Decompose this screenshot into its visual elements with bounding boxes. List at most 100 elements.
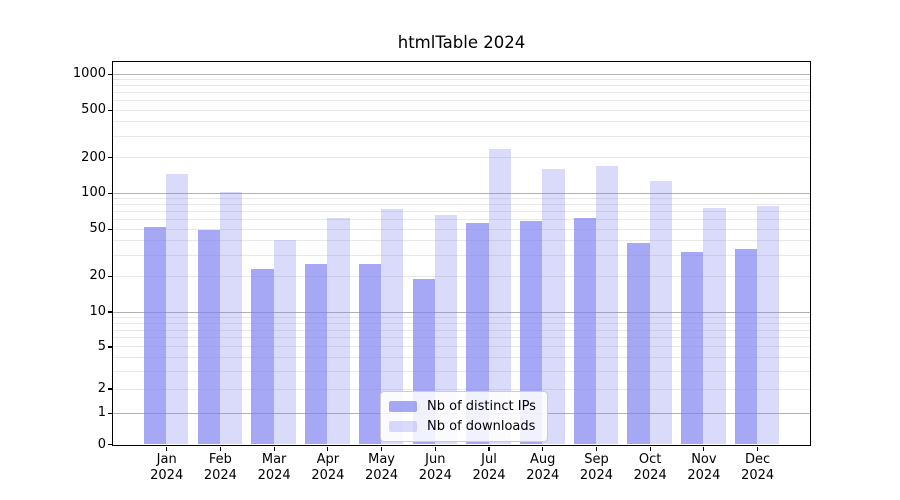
gridline-minor: [113, 337, 810, 339]
gridline-minor: [113, 121, 810, 123]
y-axis-tick-label: 200: [81, 149, 106, 165]
bar-downloads: [381, 209, 404, 444]
y-axis-tick-label: 100: [81, 185, 106, 201]
x-axis-tick-label: Sep 2024: [579, 452, 613, 483]
x-axis-tick: [488, 446, 490, 451]
x-axis-tick: [595, 446, 598, 451]
x-axis-tick: [757, 446, 759, 451]
x-axis-tick: [703, 446, 705, 451]
bar-distinct-ips: [143, 226, 167, 444]
gridline-minor: [113, 136, 810, 138]
gridline-major: [113, 311, 810, 313]
y-axis-tick: [108, 412, 113, 414]
gridline-minor: [113, 255, 810, 257]
bar-distinct-ips: [681, 251, 704, 444]
gridline-minor: [113, 79, 810, 81]
gridline-minor: [113, 329, 810, 331]
bar-distinct-ips: [358, 264, 382, 444]
bar-distinct-ips: [197, 229, 220, 444]
y-axis-tick: [108, 109, 113, 111]
plot-area: [112, 61, 811, 446]
legend-swatch-downloads-icon: [389, 421, 417, 432]
x-axis-tick: [542, 446, 544, 451]
chart-title: htmlTable 2024: [397, 33, 526, 52]
legend-label-distinct-ips: Nb of distinct IPs: [427, 399, 536, 414]
gridline-minor: [113, 100, 810, 102]
y-axis-tick-label: 2: [97, 381, 106, 397]
x-axis-tick-label: May 2024: [365, 452, 399, 483]
x-axis-tick: [219, 446, 221, 451]
bar-distinct-ips: [466, 222, 489, 444]
legend-swatch-distinct-ips-icon: [389, 401, 417, 412]
gridline-minor: [113, 346, 810, 348]
x-axis-tick-label: Oct 2024: [633, 452, 667, 483]
x-axis-tick-label: Jan 2024: [150, 452, 184, 483]
bar-distinct-ips: [734, 248, 758, 444]
y-axis-tick-label: 50: [89, 221, 106, 237]
bar-downloads: [434, 215, 458, 444]
gridline-minor: [113, 322, 810, 324]
x-axis-tick: [327, 446, 329, 451]
bar-downloads: [649, 181, 672, 444]
x-axis-tick-label: Feb 2024: [203, 452, 237, 483]
gridline-minor: [113, 357, 810, 359]
x-axis-tick-label: Apr 2024: [311, 452, 345, 483]
x-axis-tick: [380, 446, 383, 451]
x-axis-tick: [166, 446, 168, 451]
y-axis-tick: [108, 388, 113, 390]
bar-downloads: [166, 173, 189, 444]
x-axis-tick: [273, 446, 275, 451]
gridline-major: [113, 73, 810, 75]
bar-distinct-ips: [573, 217, 596, 444]
y-axis-tick: [108, 156, 113, 159]
bar-downloads: [595, 166, 619, 444]
gridline-minor: [113, 275, 810, 277]
bar-downloads: [757, 205, 780, 444]
legend-item-downloads: Nb of downloads: [389, 418, 539, 435]
x-axis-tick-label: Jul 2024: [472, 452, 506, 483]
bar-distinct-ips: [627, 242, 650, 444]
bar-distinct-ips: [251, 268, 274, 444]
bar-distinct-ips: [519, 220, 543, 444]
gridline-major: [113, 192, 810, 194]
bar-downloads: [703, 208, 726, 444]
gridline-minor: [113, 388, 810, 390]
gridline-minor: [113, 211, 810, 213]
y-axis-tick-label: 500: [81, 102, 106, 118]
gridline-minor: [113, 109, 810, 111]
x-axis-tick: [649, 446, 651, 451]
y-axis-tick-label: 1000: [72, 66, 106, 82]
bar-downloads: [327, 217, 350, 444]
y-axis-tick-label: 1: [97, 405, 106, 421]
bar-downloads: [488, 148, 511, 444]
y-axis-tick: [108, 311, 113, 313]
y-axis-tick-label: 20: [89, 268, 106, 284]
x-axis-tick-label: Mar 2024: [257, 452, 291, 483]
bar-downloads: [273, 240, 296, 444]
legend: Nb of distinct IPs Nb of downloads: [380, 391, 548, 442]
bar-downloads: [219, 191, 243, 444]
y-axis-tick-label: 10: [89, 304, 106, 320]
y-axis-tick: [108, 443, 113, 446]
bar-distinct-ips: [305, 264, 328, 444]
y-axis-tick: [108, 228, 113, 230]
gridline-minor: [113, 219, 810, 221]
legend-item-distinct-ips: Nb of distinct IPs: [389, 398, 539, 415]
gridline-minor: [113, 204, 810, 206]
y-axis-tick: [108, 192, 113, 194]
gridline-minor: [113, 316, 810, 318]
y-axis-tick: [108, 73, 113, 75]
gridline-minor: [113, 92, 810, 94]
x-axis-tick-label: Jun 2024: [418, 452, 452, 483]
gridline-minor: [113, 157, 810, 158]
legend-label-downloads: Nb of downloads: [427, 419, 536, 434]
y-axis-tick: [108, 346, 113, 348]
y-axis-tick-label: 5: [97, 338, 106, 354]
x-axis-tick-label: Aug 2024: [526, 452, 560, 483]
gridline-minor: [113, 85, 810, 87]
y-axis-tick-label: 0: [97, 436, 106, 452]
x-axis-tick: [434, 446, 436, 451]
gridline-minor: [113, 228, 810, 230]
x-axis-tick-label: Nov 2024: [687, 452, 721, 483]
